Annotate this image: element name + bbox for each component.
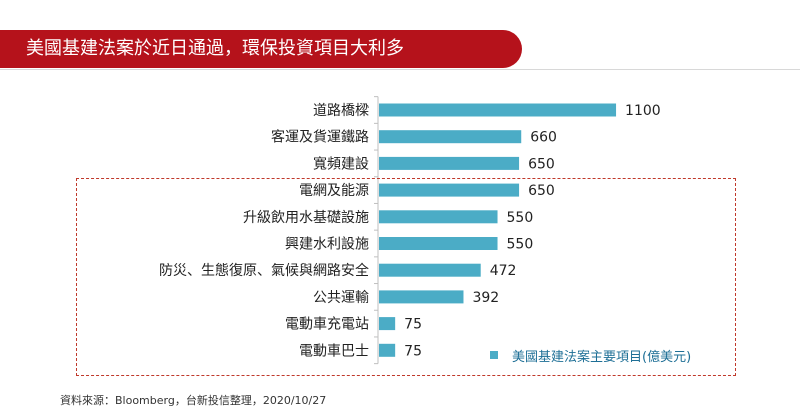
category-label: 道路橋樑 bbox=[313, 103, 369, 119]
category-label: 興建水利設施 bbox=[285, 237, 369, 253]
bar bbox=[379, 183, 520, 197]
category-label: 防災、生態復原、氣候與網路安全 bbox=[159, 262, 369, 279]
category-label: 電動車充電站 bbox=[285, 316, 369, 333]
data-label: 550 bbox=[507, 210, 534, 226]
bar bbox=[379, 130, 522, 144]
data-label: 75 bbox=[404, 343, 422, 359]
data-label: 472 bbox=[490, 263, 517, 279]
category-label: 寬頻建設 bbox=[313, 155, 369, 172]
legend-label: 美國基建法案主要項目(億美元) bbox=[512, 349, 692, 365]
bar bbox=[379, 317, 396, 331]
source-note: 資料來源：Bloomberg，台新投信整理，2020/10/27 bbox=[60, 394, 327, 407]
title-banner: 美國基建法案於近日通過，環保投資項目大利多 bbox=[0, 30, 522, 68]
data-label: 660 bbox=[530, 130, 557, 146]
highlight-box bbox=[76, 178, 736, 376]
bar bbox=[379, 156, 520, 170]
bar bbox=[379, 237, 498, 250]
legend-swatch bbox=[490, 351, 498, 359]
legend: 美國基建法案主要項目(億美元) bbox=[490, 345, 691, 365]
bar bbox=[379, 263, 481, 277]
title-divider bbox=[0, 69, 800, 70]
data-label: 550 bbox=[507, 237, 534, 253]
data-label: 650 bbox=[528, 183, 555, 199]
data-label: 75 bbox=[404, 317, 422, 333]
bar bbox=[379, 343, 396, 357]
page-title: 美國基建法案於近日通過，環保投資項目大利多 bbox=[26, 38, 404, 59]
data-label: 392 bbox=[472, 290, 499, 306]
bar bbox=[379, 103, 617, 117]
bar bbox=[379, 290, 464, 304]
data-label: 1100 bbox=[625, 103, 661, 119]
category-label: 升級飲用水基礎設施 bbox=[243, 209, 369, 226]
category-label: 電動車巴士 bbox=[299, 342, 369, 359]
bar bbox=[379, 210, 498, 224]
category-label: 公共運輸 bbox=[313, 290, 369, 306]
data-label: 650 bbox=[528, 156, 555, 172]
category-label: 客運及貨運鐵路 bbox=[271, 129, 369, 146]
category-label: 電網及能源 bbox=[299, 183, 369, 199]
